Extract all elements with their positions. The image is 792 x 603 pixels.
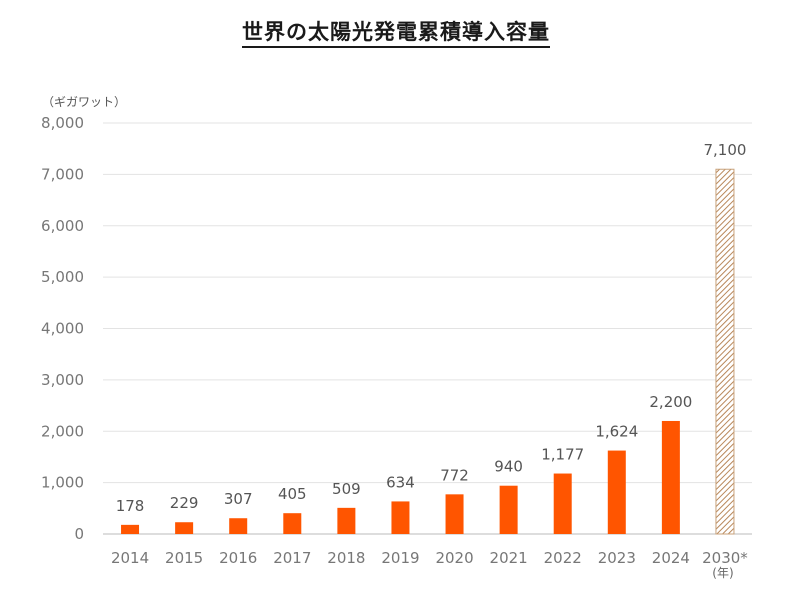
y-tick-label: 8,000 — [41, 114, 84, 132]
y-tick-label: 0 — [74, 525, 84, 543]
bar — [337, 507, 356, 534]
x-tick-label: 2017 — [273, 549, 311, 567]
y-tick-label: 4,000 — [41, 320, 84, 338]
y-tick-label: 2,000 — [41, 422, 84, 440]
bar — [391, 501, 410, 534]
data-label: 1,177 — [541, 446, 584, 464]
x-tick-label: 2024 — [652, 549, 690, 567]
x-axis: 2014 2015 2016 2017 2018 2019 2020 2021 2022 2023… — [111, 549, 748, 580]
x-tick-label: 2023 — [598, 549, 636, 567]
data-label: 509 — [332, 480, 361, 498]
data-label: 772 — [440, 466, 469, 484]
x-tick-label: 2021 — [490, 549, 528, 567]
bar — [661, 420, 680, 534]
bar — [229, 518, 248, 534]
bar — [607, 450, 626, 534]
y-tick-label: 7,000 — [41, 165, 84, 183]
data-labels: 178 229 307 405 509 634 772 940 1,177 1,624 2,200 7… — [116, 141, 747, 515]
data-label: 178 — [116, 497, 145, 515]
data-label: 7,100 — [703, 141, 746, 159]
bar — [553, 473, 572, 534]
bar — [175, 522, 194, 534]
bar — [499, 485, 518, 534]
data-label: 2,200 — [649, 393, 692, 411]
data-label: 307 — [224, 490, 253, 508]
x-tick-label: 2014 — [111, 549, 149, 567]
y-tick-label: 5,000 — [41, 268, 84, 286]
bars — [121, 168, 735, 535]
projection-bar — [715, 168, 735, 535]
data-label: 229 — [170, 494, 199, 512]
x-tick-label: 2019 — [381, 549, 419, 567]
data-label: 405 — [278, 485, 307, 503]
x-tick-label: 2015 — [165, 549, 203, 567]
data-label: 940 — [494, 458, 523, 476]
y-tick-label: 6,000 — [41, 217, 84, 235]
bar — [121, 524, 140, 534]
x-tick-label: 2018 — [327, 549, 365, 567]
data-label: 1,624 — [595, 423, 638, 441]
chart-title-text: 世界の太陽光発電累積導入容量 — [242, 20, 550, 48]
chart-title: 世界の太陽光発電累積導入容量 — [0, 16, 792, 48]
bar — [445, 494, 464, 534]
y-tick-label: 1,000 — [41, 474, 84, 492]
y-axis: 0 1,000 2,000 3,000 4,000 5,000 6,000 7,000 8,00… — [41, 114, 84, 543]
x-tick-label: 2020 — [435, 549, 473, 567]
grid-lines — [103, 122, 752, 535]
data-label: 634 — [386, 473, 415, 491]
y-tick-label: 3,000 — [41, 371, 84, 389]
x-axis-unit-label: (年) — [712, 566, 733, 580]
y-axis-unit-label: （ギガワット） — [42, 95, 127, 109]
x-tick-label: 2016 — [219, 549, 257, 567]
x-tick-label: 2030* — [702, 549, 748, 567]
x-tick-label: 2022 — [544, 549, 582, 567]
bar — [283, 513, 302, 534]
